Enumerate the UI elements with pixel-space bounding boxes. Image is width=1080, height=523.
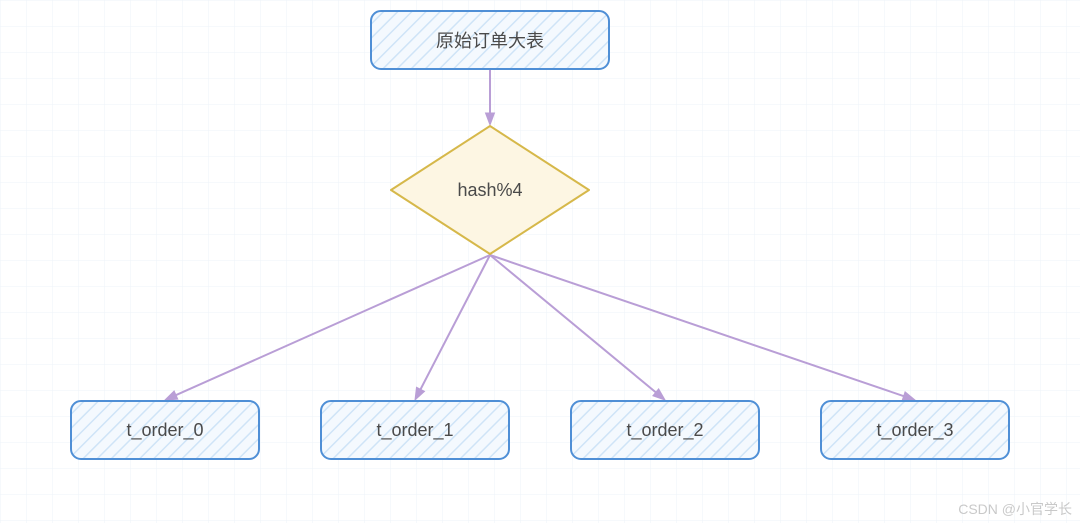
node-label: t_order_0 (126, 420, 203, 441)
node-leaf0: t_order_0 (70, 400, 260, 460)
node-leaf2: t_order_2 (570, 400, 760, 460)
node-leaf1: t_order_1 (320, 400, 510, 460)
node-decision: hash%4 (390, 125, 590, 255)
node-root: 原始订单大表 (370, 10, 610, 70)
diagram-canvas: 原始订单大表 hash%4 t_order_0 t_order_1 t_order_2 t… (0, 0, 1080, 523)
node-leaf3: t_order_3 (820, 400, 1010, 460)
watermark-text: CSDN @小官学长 (958, 499, 1072, 519)
node-label: t_order_1 (376, 420, 453, 441)
node-label: hash%4 (390, 125, 590, 255)
node-label: t_order_2 (626, 420, 703, 441)
node-label: t_order_3 (876, 420, 953, 441)
node-label: 原始订单大表 (436, 27, 544, 53)
